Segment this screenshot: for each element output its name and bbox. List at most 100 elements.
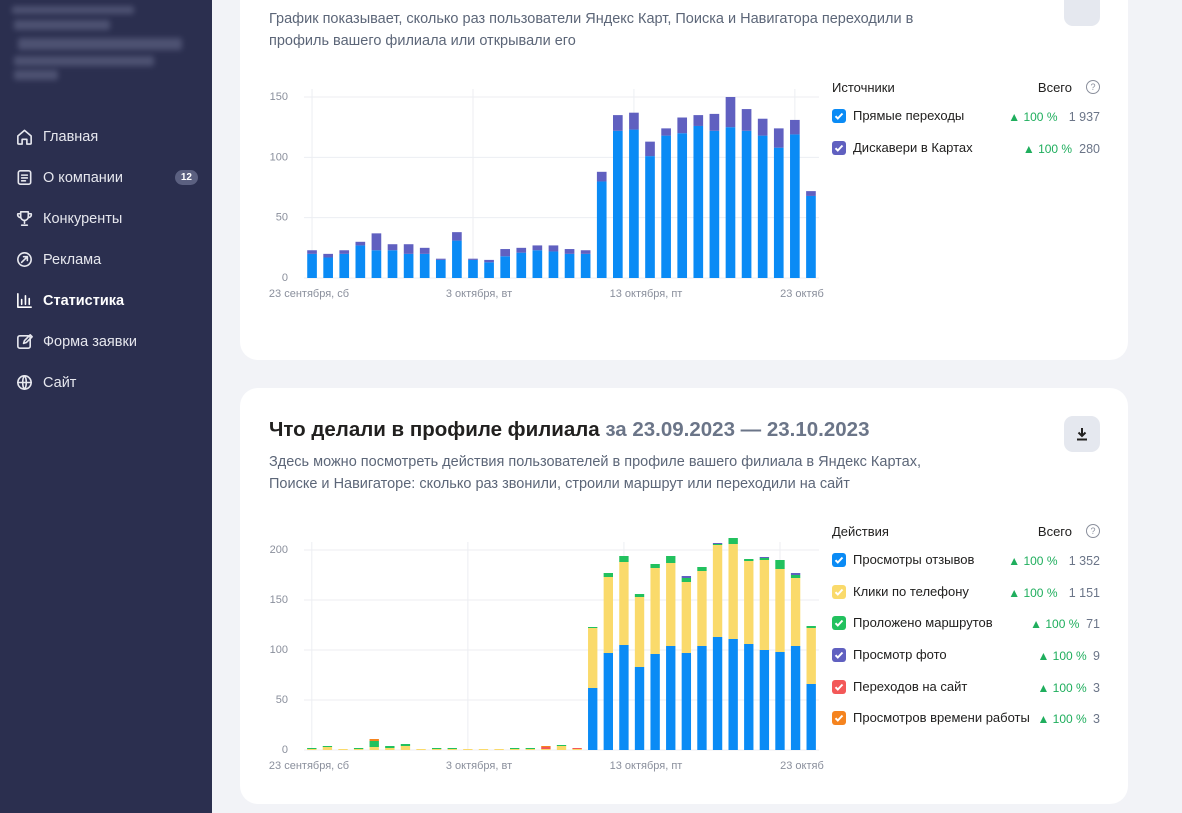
bar-segment[interactable] [564,249,575,254]
bar-segment[interactable] [806,626,816,628]
bar-segment[interactable] [564,253,575,278]
bar-segment[interactable] [603,653,613,750]
bar-segment[interactable] [322,746,333,747]
bar-segment[interactable] [775,652,785,750]
bar-segment[interactable] [468,259,478,278]
bar-segment[interactable] [322,747,333,750]
bar-segment[interactable] [645,141,655,157]
bar-segment[interactable] [516,252,527,278]
bar-segment[interactable] [525,748,535,749]
bar-segment[interactable] [619,645,629,750]
bar-segment[interactable] [634,597,645,667]
bar-segment[interactable] [634,594,645,597]
legend-item[interactable]: Переходов на сайт ▲ 100 % 3 [832,673,1100,705]
bar-segment[interactable] [323,257,333,278]
bar-segment[interactable] [757,135,768,278]
bar-segment[interactable] [556,745,567,746]
bar-segment[interactable] [709,130,720,278]
bar-segment[interactable] [307,749,317,750]
bar-segment[interactable] [588,628,598,688]
bar-segment[interactable] [712,545,723,637]
legend-item[interactable]: Прямые переходы ▲ 100 % 1 937 [832,102,1100,134]
bar-segment[interactable] [661,135,671,278]
bar-segment[interactable] [681,576,692,578]
bar-segment[interactable] [603,573,613,577]
bar-segment[interactable] [447,749,457,750]
bar-segment[interactable] [323,253,333,258]
bar-segment[interactable] [681,578,692,582]
bar-segment[interactable] [650,654,660,750]
bar-segment[interactable] [709,113,720,131]
legend-item[interactable]: Проложено маршрутов ▲ 100 % 71 [832,609,1100,641]
bar-segment[interactable] [468,258,478,260]
bar-segment[interactable] [387,250,398,278]
bar-segment[interactable] [494,749,504,750]
bar-segment[interactable] [650,568,660,654]
bar-segment[interactable] [371,233,382,251]
bar-segment[interactable] [532,250,543,278]
bar-segment[interactable] [645,156,655,278]
bar-segment[interactable] [541,747,551,749]
bar-segment[interactable] [725,97,736,128]
sidebar-item-edit-form[interactable]: Форма заявки [0,321,212,362]
bar-segment[interactable] [541,746,551,747]
bar-segment[interactable] [666,556,676,563]
bar-segment[interactable] [339,250,350,254]
bar-segment[interactable] [435,258,446,260]
bar-segment[interactable] [728,639,738,750]
bar-segment[interactable] [484,262,494,278]
bar-segment[interactable] [681,653,692,750]
bar-segment[interactable] [355,245,366,278]
bar-segment[interactable] [431,749,442,750]
bar-segment[interactable] [634,667,645,750]
sidebar-item-bar-chart[interactable]: Статистика [0,280,212,321]
bar-segment[interactable] [572,748,582,749]
bar-segment[interactable] [400,744,411,746]
legend-checkbox[interactable] [832,109,846,123]
bar-segment[interactable] [806,628,816,684]
bar-segment[interactable] [525,749,535,750]
bar-segment[interactable] [548,251,559,278]
bar-segment[interactable] [419,247,430,254]
bar-segment[interactable] [307,250,317,254]
legend-item[interactable]: Клики по телефону ▲ 100 % 1 151 [832,578,1100,610]
legend-checkbox[interactable] [832,679,846,694]
bar-segment[interactable] [452,232,462,241]
bar-segment[interactable] [712,637,723,750]
sidebar-item-globe[interactable]: Сайт [0,362,212,403]
bar-segment[interactable] [661,128,671,136]
bar-segment[interactable] [588,688,598,750]
download-button[interactable] [1064,416,1100,452]
bar-segment[interactable] [681,582,692,653]
bar-segment[interactable] [353,748,364,749]
bar-segment[interactable] [510,748,520,749]
bar-segment[interactable] [693,125,704,279]
bar-segment[interactable] [773,128,784,148]
bar-segment[interactable] [447,748,457,749]
bar-segment[interactable] [697,567,707,571]
bar-segment[interactable] [728,544,738,639]
bar-segment[interactable] [613,115,623,131]
bar-segment[interactable] [666,563,676,646]
bar-segment[interactable] [369,739,379,741]
bar-segment[interactable] [369,741,379,747]
legend-checkbox[interactable] [832,584,846,599]
bar-segment[interactable] [697,571,707,646]
bar-segment[interactable] [588,627,598,628]
bar-segment[interactable] [419,253,430,278]
legend-item[interactable]: Просмотров времени работы ▲ 100 % 3 [832,704,1100,736]
bar-segment[interactable] [773,147,784,278]
bar-segment[interactable] [541,749,551,750]
bar-segment[interactable] [338,749,348,750]
bar-segment[interactable] [548,245,559,252]
bar-segment[interactable] [806,684,816,750]
bar-segment[interactable] [416,749,426,750]
bar-segment[interactable] [629,129,639,278]
bar-segment[interactable] [403,244,414,254]
bar-segment[interactable] [712,543,723,544]
bar-segment[interactable] [693,115,704,126]
bar-segment[interactable] [775,569,785,652]
bar-segment[interactable] [613,130,623,278]
bar-segment[interactable] [712,544,723,545]
bar-segment[interactable] [790,646,801,750]
